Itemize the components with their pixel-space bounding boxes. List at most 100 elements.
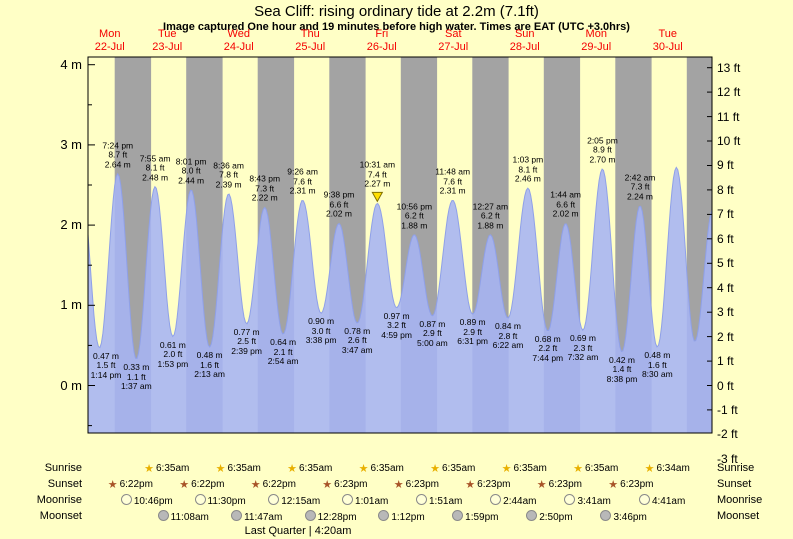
annotation-line: 3:38 pm — [305, 335, 337, 346]
tide-annotation: 0.87 m 2.9 ft 5:00 am — [417, 318, 448, 349]
astro-time: 1:12pm — [391, 512, 425, 523]
annotation-line: 7.6 ft — [443, 176, 463, 187]
sunrise-star-icon: ★ — [501, 463, 512, 475]
astro-time: 11:47am — [244, 512, 283, 523]
moonrise-entry: 11:30pm — [194, 494, 246, 507]
right-axis-label: 0 ft — [717, 378, 734, 393]
right-axis-label: 1 ft — [717, 354, 734, 369]
annotation-line: 8.7 ft — [108, 149, 128, 160]
sunset-entry: ★ 6:23pm — [394, 478, 439, 491]
astro-time: 11:30pm — [207, 496, 246, 507]
sunset-row-label-left: Sunset — [47, 478, 82, 490]
annotation-line: 2:13 am — [194, 369, 225, 379]
moonset-entry: 12:28pm — [304, 510, 357, 523]
left-axis-label: 4 m — [60, 56, 82, 72]
day-label: Sun 28-Jul — [493, 28, 557, 54]
sunrise-row-label-left: Sunrise — [44, 462, 82, 474]
day-label: Tue 30-Jul — [636, 28, 700, 54]
astro-time: 1:01am — [355, 496, 389, 507]
astro-time: 1:59pm — [465, 512, 499, 523]
annotation-line: 6:31 pm — [457, 336, 489, 347]
tide-annotation: 1:44 am 6.6 ft 2.02 m — [550, 190, 581, 220]
annotation-line: 8:38 pm — [606, 373, 638, 384]
tide-annotation: 0.47 m 1.5 ft 1:14 pm — [90, 351, 122, 381]
right-axis-label: 10 ft — [717, 134, 741, 149]
astro-time: 6:35am — [513, 463, 547, 474]
annotation-line: 0.42 m — [608, 354, 635, 365]
annotation-line: 0.89 m — [459, 317, 486, 328]
tide-area — [88, 167, 712, 433]
left-axis-label: 0 m — [60, 377, 82, 393]
moonrise-moon-icon — [194, 494, 206, 505]
annotation-line: 2.9 ft — [463, 326, 483, 337]
sunset-entry: ★ 6:22pm — [108, 478, 153, 491]
annotation-line: 0.78 m — [344, 325, 371, 336]
moonrise-row-label-left: Moonrise — [36, 494, 82, 506]
tide-annotation: 1:03 pm 8.1 ft 2.46 m — [513, 155, 544, 185]
right-axis-label: 6 ft — [717, 231, 734, 246]
moonrise-entry: 4:41am — [638, 494, 686, 507]
day-name: Thu — [300, 28, 320, 40]
astro-time: 6:35am — [370, 463, 404, 474]
annotation-line: 9:38 pm — [323, 189, 355, 200]
astro-time: 6:22pm — [262, 479, 296, 490]
chart-subtitle: Image captured One hour and 19 minutes b… — [163, 21, 630, 33]
day-label: Sat 27-Jul — [421, 28, 485, 54]
annotation-line: 2:42 am — [624, 172, 656, 183]
day-name: Mon — [585, 28, 607, 40]
annotation-line: 5:00 am — [417, 337, 448, 348]
day-label: Tue 23-Jul — [135, 28, 199, 54]
astro-time: 2:50pm — [539, 512, 573, 523]
moonrise-moon-icon — [120, 494, 132, 505]
astro-time: 12:15am — [281, 496, 321, 507]
annotation-line: 1.1 ft — [126, 371, 146, 382]
day-date: 25-Jul — [295, 41, 326, 53]
astro-time: 4:41am — [651, 496, 686, 507]
annotation-line: 7:44 pm — [532, 352, 564, 363]
tide-annotation: 0.77 m 2.5 ft 2:39 pm — [231, 327, 262, 357]
moonset-row-label-left: Moonset — [39, 510, 82, 522]
right-axis-label: -3 ft — [717, 451, 738, 466]
right-axis-label: 5 ft — [717, 256, 734, 271]
sunset-entry: ★ 6:22pm — [251, 478, 296, 491]
sunset-star-icon: ★ — [608, 479, 619, 491]
tide-annotation: 0.64 m 2.1 ft 2:54 am — [268, 338, 299, 367]
annotation-line: 12:27 am — [472, 201, 509, 212]
astro-time: 6:23pm — [620, 479, 654, 490]
moonrise-entry: 1:51am — [416, 494, 462, 507]
annotation-line: 2.1 ft — [273, 346, 293, 357]
annotation-line: 2.5 ft — [237, 336, 257, 347]
annotation-line: 0.48 m — [196, 350, 223, 360]
right-axis-label: -1 ft — [717, 402, 738, 417]
moonrise-moon-icon — [490, 494, 502, 505]
annotation-line: 1:14 pm — [90, 369, 122, 380]
annotation-line: 0.69 m — [569, 333, 596, 344]
tide-annotation: 12:27 am 6.2 ft 1.88 m — [473, 202, 508, 231]
day-label: Mon 29-Jul — [564, 28, 628, 54]
moonrise-entry: 2:44am — [490, 494, 537, 507]
annotation-line: 2.64 m — [104, 159, 131, 170]
astro-time: 6:23pm — [548, 479, 582, 490]
annotation-line: 6.2 ft — [480, 210, 500, 221]
annotation-line: 6:22 am — [492, 340, 524, 351]
astro-time: 11:08am — [170, 512, 209, 523]
annotation-line: 1.6 ft — [200, 359, 220, 370]
tide-annotation: 0.61 m 2.0 ft 1:53 pm — [158, 340, 189, 370]
astro-time: 6:35am — [584, 463, 619, 474]
annotation-line: 8.1 ft — [518, 164, 538, 175]
annotation-line: 0.87 m — [419, 318, 446, 329]
tide-annotation: 0.97 m 3.2 ft 4:59 pm — [381, 311, 412, 341]
annotation-line: 8:36 am — [213, 160, 244, 171]
tide-annotation: 0.84 m 2.8 ft 6:22 am — [493, 322, 524, 351]
annotation-line: 11:48 am — [435, 166, 471, 177]
annotation-line: 2.44 m — [178, 175, 205, 186]
annotation-line: 2.39 m — [215, 179, 242, 190]
moon-phase-note: Last Quarter | 4:20am — [244, 525, 352, 537]
sunset-star-icon: ★ — [322, 479, 333, 491]
day-name: Wed — [227, 28, 250, 40]
sunrise-entry: ★ 6:35am — [573, 462, 618, 475]
astro-time: 2:44am — [503, 496, 537, 507]
moonset-moon-icon — [231, 510, 243, 521]
annotation-line: 2.70 m — [589, 154, 616, 165]
astro-time: 6:23pm — [477, 479, 511, 490]
